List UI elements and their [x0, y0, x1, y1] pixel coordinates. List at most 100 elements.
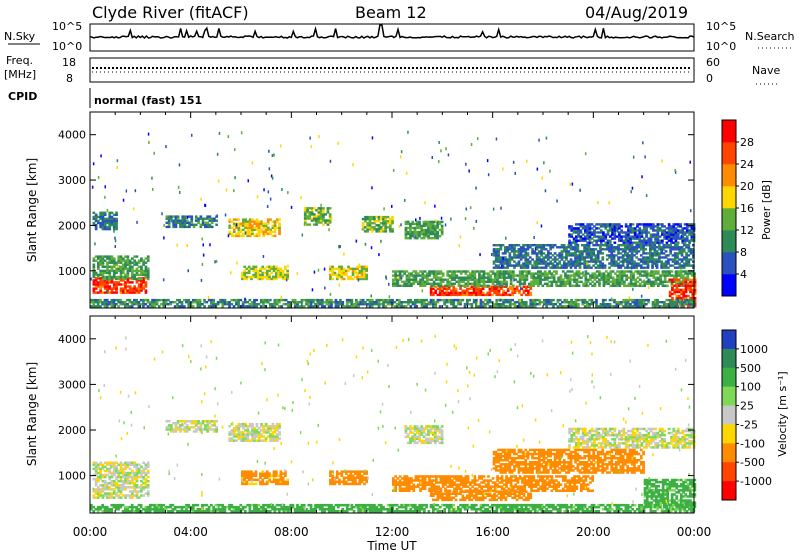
power-cell — [213, 219, 216, 222]
power-cell — [480, 278, 483, 281]
power-cell — [142, 298, 145, 302]
power-cell — [101, 291, 105, 294]
power-cell — [590, 258, 593, 261]
power-cell — [677, 290, 681, 294]
power-cell — [435, 278, 438, 281]
power-cell — [410, 284, 413, 287]
power-cell — [313, 213, 316, 216]
power-cell — [576, 260, 580, 263]
power-cell — [487, 272, 490, 275]
power-cell — [101, 283, 105, 286]
power-cell — [620, 274, 624, 277]
power-cell — [673, 248, 677, 251]
power-cell — [172, 223, 175, 226]
velocity-cell — [106, 461, 109, 464]
power-cell — [345, 305, 349, 308]
power-cell — [622, 231, 626, 234]
power-cell — [646, 260, 650, 263]
power-cell — [494, 248, 498, 251]
power-cell — [624, 305, 628, 308]
power-cell — [518, 280, 522, 283]
power-cell — [578, 256, 582, 259]
power-cell — [531, 264, 534, 267]
power-cell — [524, 262, 528, 265]
power-cell — [691, 288, 695, 292]
velocity-cell — [208, 420, 212, 423]
power-point — [545, 136, 548, 140]
power-cell — [664, 264, 668, 267]
power-cell — [271, 305, 274, 308]
power-cell — [666, 284, 669, 287]
power-cell — [587, 256, 591, 259]
power-cell — [124, 303, 127, 306]
power-cell — [108, 213, 112, 216]
power-cell — [108, 259, 112, 262]
velocity-cell — [108, 494, 112, 497]
power-cell — [533, 260, 537, 263]
power-cell — [642, 266, 645, 269]
power-cell — [412, 282, 416, 285]
power-cell — [384, 301, 388, 304]
power-cell — [115, 227, 118, 231]
power-point — [541, 176, 543, 180]
power-cell — [108, 279, 112, 282]
power-cell — [459, 280, 463, 283]
power-cell — [479, 287, 483, 290]
power-cell — [373, 228, 376, 231]
power-cell — [608, 248, 611, 251]
power-cell — [608, 254, 611, 257]
power-cell — [287, 305, 290, 308]
power-cell — [425, 235, 428, 238]
power-cell — [623, 282, 626, 285]
velocity-cell — [170, 430, 173, 433]
power-point — [97, 175, 100, 179]
power-cell — [621, 250, 625, 253]
power-cell — [687, 264, 691, 267]
power-cell — [475, 289, 478, 292]
power-cell — [438, 287, 442, 290]
power-cell — [326, 211, 330, 214]
power-cell — [409, 301, 413, 304]
power-point — [106, 290, 109, 294]
power-point — [641, 175, 643, 179]
power-cell — [536, 303, 539, 306]
power-cell — [94, 281, 98, 284]
power-cell — [436, 235, 439, 238]
power-cell — [680, 260, 684, 263]
power-cell — [94, 259, 98, 262]
power-cell — [303, 207, 307, 210]
power-cell — [528, 246, 532, 249]
power-cell — [271, 220, 275, 223]
power-cell — [382, 303, 385, 306]
power-cell — [237, 234, 241, 238]
power-cell — [269, 228, 272, 231]
power-cell — [137, 285, 141, 288]
power-cell — [137, 301, 141, 304]
power-cell — [375, 298, 379, 302]
power-cell — [389, 226, 392, 229]
power-cell — [179, 223, 182, 226]
power-cell — [642, 301, 646, 304]
power-point — [647, 286, 650, 289]
power-cell — [167, 223, 171, 226]
power-cell — [565, 252, 568, 255]
power-cell — [575, 235, 578, 238]
power-cell — [146, 298, 150, 302]
power-cell — [643, 282, 647, 285]
velocity-cell — [144, 467, 148, 471]
power-cell — [128, 267, 132, 270]
power-cell — [103, 298, 107, 302]
power-cell — [566, 270, 570, 273]
power-cell — [561, 301, 564, 304]
velocity-cell — [142, 482, 145, 485]
power-cell — [524, 285, 528, 288]
power-point — [191, 133, 193, 137]
power-cell — [680, 266, 684, 269]
power-cell — [180, 305, 184, 308]
power-cell — [608, 266, 611, 269]
power-cell — [409, 222, 412, 226]
power-cell — [513, 266, 516, 269]
power-cell — [547, 301, 551, 304]
power-cell — [527, 272, 531, 275]
power-cell — [246, 232, 250, 236]
